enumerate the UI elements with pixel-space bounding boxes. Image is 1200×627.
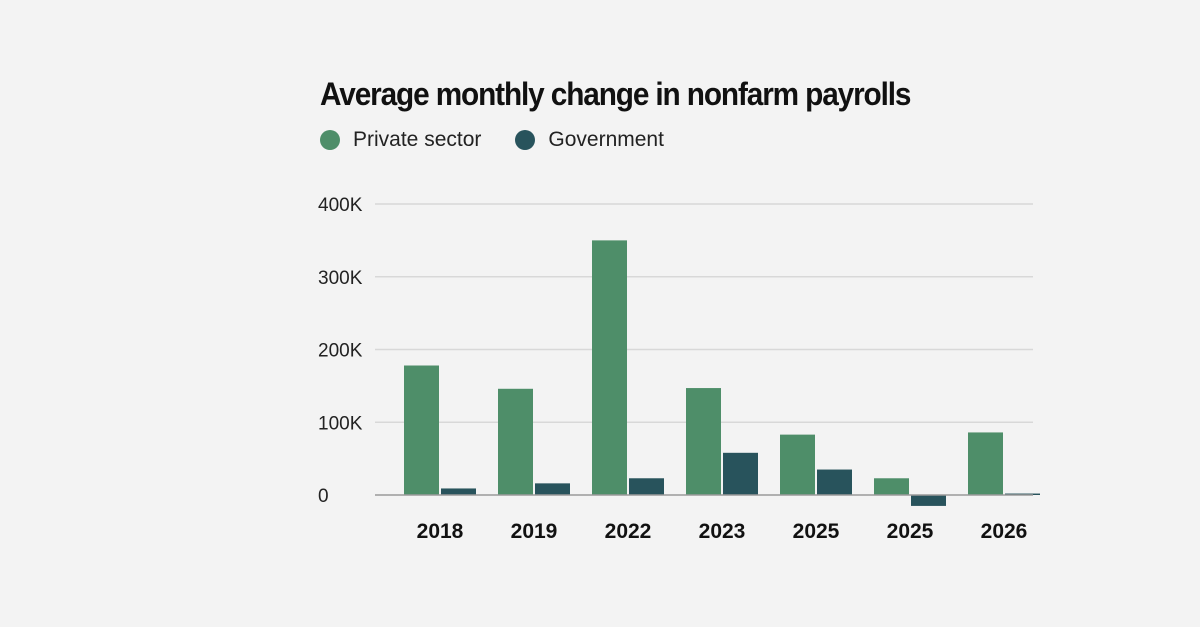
x-tick-label: 2022: [605, 520, 652, 543]
bar-private: [592, 240, 627, 495]
y-tick-label: 0: [318, 486, 329, 507]
y-tick-label: 200K: [318, 341, 363, 362]
y-tick-label: 300K: [318, 268, 363, 289]
legend: Private sector Government: [320, 128, 698, 152]
bar-private: [686, 388, 721, 495]
bar-government: [723, 452, 758, 495]
bar-private: [968, 432, 1003, 495]
y-tick-label: 400K: [318, 195, 363, 216]
x-tick-label: 2025: [887, 520, 934, 543]
bar-private: [780, 434, 815, 495]
legend-label-government: Government: [548, 128, 664, 151]
bar-government: [535, 483, 570, 495]
bar-government: [629, 478, 664, 495]
bar-government: [441, 488, 476, 495]
legend-label-private: Private sector: [353, 128, 482, 151]
legend-swatch-private: [320, 130, 340, 150]
bar-private: [498, 388, 533, 495]
y-tick-label: 100K: [318, 413, 363, 434]
bar-private: [404, 365, 439, 495]
x-tick-label: 2018: [417, 520, 464, 543]
x-tick-label: 2023: [699, 520, 746, 543]
x-tick-label: 2026: [981, 520, 1028, 543]
bar-private: [874, 478, 909, 495]
legend-swatch-government: [515, 130, 536, 150]
x-tick-label: 2019: [511, 520, 558, 543]
x-tick-label: 2025: [793, 520, 840, 543]
bar-government: [911, 495, 946, 506]
chart-title: Average monthly change in nonfarm payrol…: [320, 76, 911, 112]
bar-government: [817, 469, 852, 495]
legend-item-government: Government: [515, 128, 664, 152]
legend-item-private: Private sector: [320, 128, 481, 152]
